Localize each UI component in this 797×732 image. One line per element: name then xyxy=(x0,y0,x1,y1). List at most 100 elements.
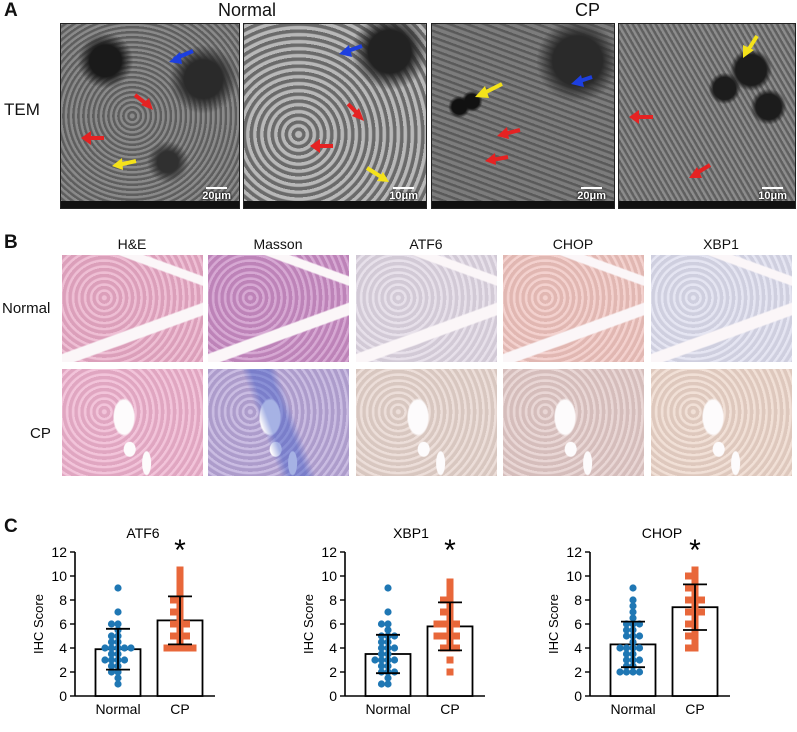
tem-image-cp-low: 20μm xyxy=(431,23,615,209)
y-tick-label-0-4: 4 xyxy=(59,640,67,656)
point-0-normal xyxy=(107,662,116,670)
y-tick-label-2-4: 4 xyxy=(574,640,582,656)
tem-image-cp-high: 10μm xyxy=(618,23,796,209)
point-2-cp xyxy=(685,620,692,628)
y-tick-label-1-8: 8 xyxy=(329,592,337,608)
y-tick-label-2-12: 12 xyxy=(566,544,582,560)
y-tick-label-0-0: 0 xyxy=(59,688,67,704)
y-tick-label-1-10: 10 xyxy=(321,568,337,584)
panel-a-header-cp: CP xyxy=(575,0,601,20)
histology-tile-masson-cp xyxy=(208,369,349,476)
point-2-normal xyxy=(622,644,631,652)
point-2-normal xyxy=(635,644,644,652)
point-1-normal xyxy=(377,620,386,628)
point-0-normal xyxy=(107,644,116,652)
point-0-cp xyxy=(176,584,184,592)
point-1-normal xyxy=(384,584,392,592)
point-1-cp xyxy=(440,644,447,652)
y-tick-label-2-10: 10 xyxy=(566,568,582,584)
point-0-cp xyxy=(176,578,184,586)
point-0-cp xyxy=(170,620,177,628)
point-1-normal xyxy=(384,626,392,634)
point-0-cp xyxy=(183,632,190,640)
point-2-cp xyxy=(691,632,699,640)
y-tick-label-2-2: 2 xyxy=(574,664,582,680)
tem-arrows-2 xyxy=(310,44,389,182)
point-1-cp xyxy=(453,632,460,640)
point-2-normal xyxy=(629,608,637,616)
tem-image-normal-high: 10μm xyxy=(243,23,427,209)
point-1-normal xyxy=(377,650,386,658)
point-2-cp xyxy=(691,644,699,652)
point-2-cp xyxy=(691,572,699,580)
point-0-cp xyxy=(176,566,184,574)
panel-c-letter: C xyxy=(4,516,18,537)
ihc-score-charts: ATF6 IHC Score 0 2 4 6 8 10 12 Normal CP * XBP1 IHC S… xyxy=(31,525,730,717)
point-0-normal xyxy=(114,620,122,628)
y-tick-label-2-6: 6 xyxy=(574,616,582,632)
point-0-normal xyxy=(114,584,122,592)
point-1-cp xyxy=(446,578,454,586)
point-1-cp xyxy=(446,584,454,592)
significance-mark-0: * xyxy=(174,534,186,567)
point-1-cp xyxy=(446,590,454,598)
point-0-cp xyxy=(170,644,177,652)
point-2-cp xyxy=(698,608,705,616)
tem-arrows-3 xyxy=(475,75,593,165)
significance-mark-1: * xyxy=(444,534,456,567)
point-0-cp xyxy=(176,644,184,652)
significance-mark-2: * xyxy=(689,534,701,567)
point-0-normal xyxy=(120,644,129,652)
y-tick-label-0-12: 12 xyxy=(51,544,67,560)
point-0-cp xyxy=(163,644,171,652)
y-tick-label-2-8: 8 xyxy=(574,592,582,608)
point-2-cp xyxy=(691,578,699,586)
histology-tile-atf6-normal xyxy=(356,255,497,362)
y-tick-label-0-10: 10 xyxy=(51,568,67,584)
histology-tile-xbp1-cp xyxy=(651,369,792,476)
point-0-normal xyxy=(127,644,135,652)
stain-label-he: H&E xyxy=(117,236,147,252)
point-1-cp xyxy=(446,668,454,676)
point-0-normal xyxy=(120,656,129,664)
histology-tile-he-normal xyxy=(62,255,203,362)
point-1-normal xyxy=(377,662,386,670)
point-1-normal xyxy=(377,656,386,664)
point-2-cp xyxy=(685,608,692,616)
point-2-normal xyxy=(622,626,631,634)
point-2-normal xyxy=(616,644,624,652)
point-2-cp xyxy=(691,638,699,646)
tem-scale-4: 10μm xyxy=(758,187,787,202)
panel-b-letter: B xyxy=(4,232,18,253)
y-tick-label-0-8: 8 xyxy=(59,592,67,608)
panel-a-letter: A xyxy=(4,0,18,21)
point-1-cp xyxy=(440,608,447,616)
stain-label-xbp1: XBP1 xyxy=(703,236,739,252)
point-2-normal xyxy=(629,668,637,676)
x-tick-label-2-normal: Normal xyxy=(610,701,655,717)
point-0-cp xyxy=(183,620,190,628)
point-1-cp xyxy=(433,632,441,640)
point-0-cp xyxy=(176,590,184,598)
point-2-cp xyxy=(685,572,692,580)
point-0-normal xyxy=(114,680,122,688)
stain-label-atf6: ATF6 xyxy=(409,236,443,252)
point-2-cp xyxy=(685,584,692,592)
histology-tile-masson-normal xyxy=(208,255,349,362)
y-tick-label-1-0: 0 xyxy=(329,688,337,704)
stain-label-masson: Masson xyxy=(253,236,303,252)
chart-title-1: XBP1 xyxy=(393,525,429,541)
y-tick-label-1-6: 6 xyxy=(329,616,337,632)
point-2-normal xyxy=(635,668,644,676)
point-1-normal xyxy=(384,674,392,682)
point-2-normal xyxy=(616,668,624,676)
panel-a-row-label: TEM xyxy=(4,100,40,119)
point-1-normal xyxy=(390,644,399,652)
point-1-normal xyxy=(384,608,392,616)
tem-arrows-4 xyxy=(629,34,759,178)
point-1-normal xyxy=(377,644,386,652)
y-tick-label-1-2: 2 xyxy=(329,664,337,680)
point-1-normal xyxy=(390,632,399,640)
x-tick-label-2-cp: CP xyxy=(685,701,704,717)
x-tick-label-0-normal: Normal xyxy=(95,701,140,717)
